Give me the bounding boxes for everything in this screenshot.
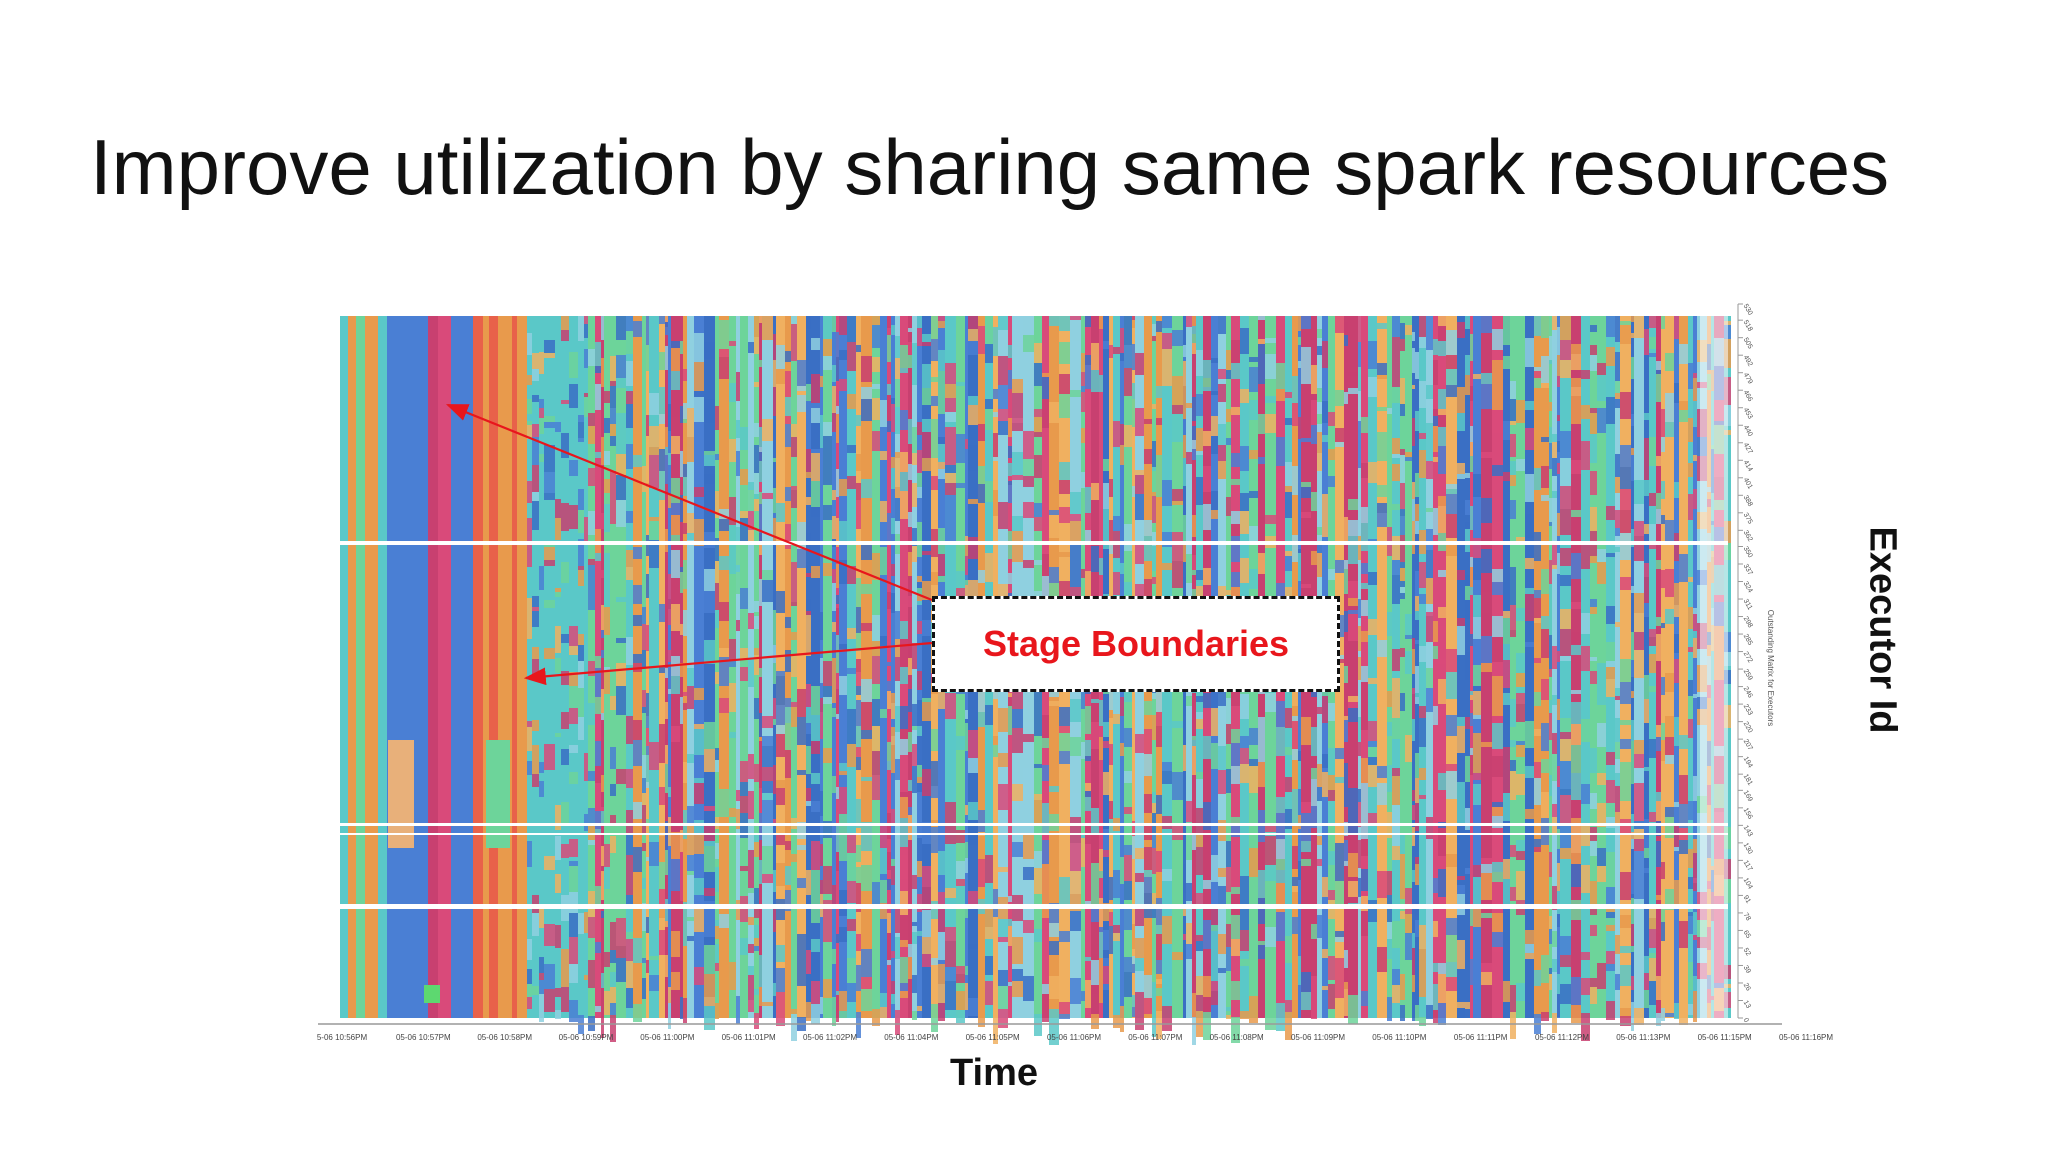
y-tick-label: 39 bbox=[1742, 964, 1752, 974]
green-task-small bbox=[424, 985, 440, 1003]
y-tick-label: 414 bbox=[1742, 459, 1754, 473]
right-fade bbox=[1700, 316, 1728, 1018]
x-tick-label: 05-06 11:05PM bbox=[966, 1033, 1020, 1042]
y-tick-label: 246 bbox=[1742, 686, 1754, 700]
y-tick-label: 130 bbox=[1742, 842, 1754, 856]
orange-task-block bbox=[388, 740, 414, 848]
y-tick-label: 233 bbox=[1742, 703, 1754, 717]
y-tick-label: 518 bbox=[1742, 319, 1754, 333]
x-tick-label: 05-06 10:58PM bbox=[477, 1033, 532, 1042]
y-tick-label: 479 bbox=[1742, 372, 1754, 386]
x-tick-label: 05-06 11:01PM bbox=[722, 1033, 776, 1042]
y-tick-label: 388 bbox=[1742, 494, 1754, 508]
row-gap-2 bbox=[340, 823, 1728, 826]
x-tick-label: 05-06 11:11PM bbox=[1454, 1033, 1508, 1042]
x-axis-label: Time bbox=[950, 1052, 1039, 1094]
y-tick-label: 169 bbox=[1742, 789, 1754, 803]
y-tick-label: 337 bbox=[1742, 563, 1754, 577]
y-tick-label: 530 bbox=[1742, 303, 1754, 317]
slide-title: Improve utilization by sharing same spar… bbox=[90, 123, 1890, 211]
y-tick-label: 466 bbox=[1742, 389, 1754, 403]
y-tick-label: 259 bbox=[1742, 668, 1754, 682]
x-tick-label: 05-06 10:57PM bbox=[396, 1033, 451, 1042]
y-tick-label: 194 bbox=[1742, 756, 1754, 770]
row-gap-4 bbox=[340, 904, 1728, 909]
green-task-block bbox=[486, 740, 510, 848]
y-tick-label: 181 bbox=[1742, 773, 1754, 787]
x-tick-label: 05-06 11:00PM bbox=[640, 1033, 694, 1042]
y-tick-label: 285 bbox=[1742, 633, 1754, 647]
y-tick-label: 117 bbox=[1742, 859, 1754, 872]
x-tick-label: 05-06 11:08PM bbox=[1210, 1033, 1264, 1042]
y-tick-label: 375 bbox=[1742, 512, 1754, 526]
y-tick-label: 401 bbox=[1742, 477, 1754, 491]
y-tick-label: 104 bbox=[1742, 877, 1754, 891]
y-tick-label: 298 bbox=[1742, 616, 1754, 630]
x-tick-label: 05-06 10:59PM bbox=[559, 1033, 614, 1042]
y-tick-label: 440 bbox=[1742, 424, 1754, 438]
x-tick-label: 05-06 11:09PM bbox=[1291, 1033, 1345, 1042]
y-tick-label: 207 bbox=[1742, 738, 1754, 752]
y-tick-label: 13 bbox=[1742, 999, 1752, 1009]
y-tick-label: 26 bbox=[1742, 982, 1752, 992]
y-tick-label: 156 bbox=[1742, 807, 1754, 821]
row-gap-3 bbox=[340, 833, 1728, 835]
y-axis-label: Executor Id bbox=[1861, 526, 1904, 734]
y-tick-label: 52 bbox=[1742, 947, 1752, 957]
x-tick-label: 5-06 10:56PM bbox=[317, 1033, 368, 1042]
y-tick-label: 453 bbox=[1742, 407, 1754, 421]
x-tick-label: 05-06 11:16PM bbox=[1779, 1033, 1833, 1042]
x-tick-label: 05-06 11:04PM bbox=[884, 1033, 938, 1042]
y-tick-label: 427 bbox=[1742, 442, 1754, 456]
callout-label: Stage Boundaries bbox=[982, 623, 1290, 664]
y-tick-label: 362 bbox=[1742, 529, 1754, 543]
annotation-arrow-2 bbox=[523, 641, 933, 686]
x-tick-label: 05-06 11:07PM bbox=[1128, 1033, 1182, 1042]
y-tick-label: 492 bbox=[1742, 354, 1754, 368]
y-tick-label: 505 bbox=[1742, 337, 1754, 351]
x-tick-label: 05-06 11:10PM bbox=[1372, 1033, 1426, 1042]
secondary-y-label: Outstanding Matrix for Executors bbox=[1766, 610, 1775, 727]
x-tick-label: 05-06 11:12PM bbox=[1535, 1033, 1589, 1042]
y-tick-label: 272 bbox=[1742, 651, 1754, 665]
annotation-arrow-1 bbox=[445, 403, 933, 602]
y-tick-label: 0 bbox=[1742, 1017, 1750, 1024]
x-tick-label: 05-06 11:13PM bbox=[1616, 1033, 1670, 1042]
row-gap-1 bbox=[340, 541, 1728, 545]
y-tick-label: 311 bbox=[1742, 598, 1754, 611]
y-tick-label: 350 bbox=[1742, 545, 1754, 559]
stage-boundaries-callout: Stage Boundaries bbox=[932, 596, 1340, 692]
y-tick-label: 65 bbox=[1742, 929, 1752, 939]
y-tick-label: 91 bbox=[1742, 894, 1752, 904]
y-tick-label: 220 bbox=[1742, 721, 1754, 735]
y-tick-label: 143 bbox=[1742, 824, 1754, 838]
y-tick-label: 324 bbox=[1742, 581, 1754, 595]
x-tick-label: 05-06 11:06PM bbox=[1047, 1033, 1101, 1042]
x-tick-label: 05-06 11:02PM bbox=[803, 1033, 857, 1042]
x-tick-label: 05-06 11:15PM bbox=[1698, 1033, 1752, 1042]
y-tick-label: 78 bbox=[1742, 912, 1752, 922]
